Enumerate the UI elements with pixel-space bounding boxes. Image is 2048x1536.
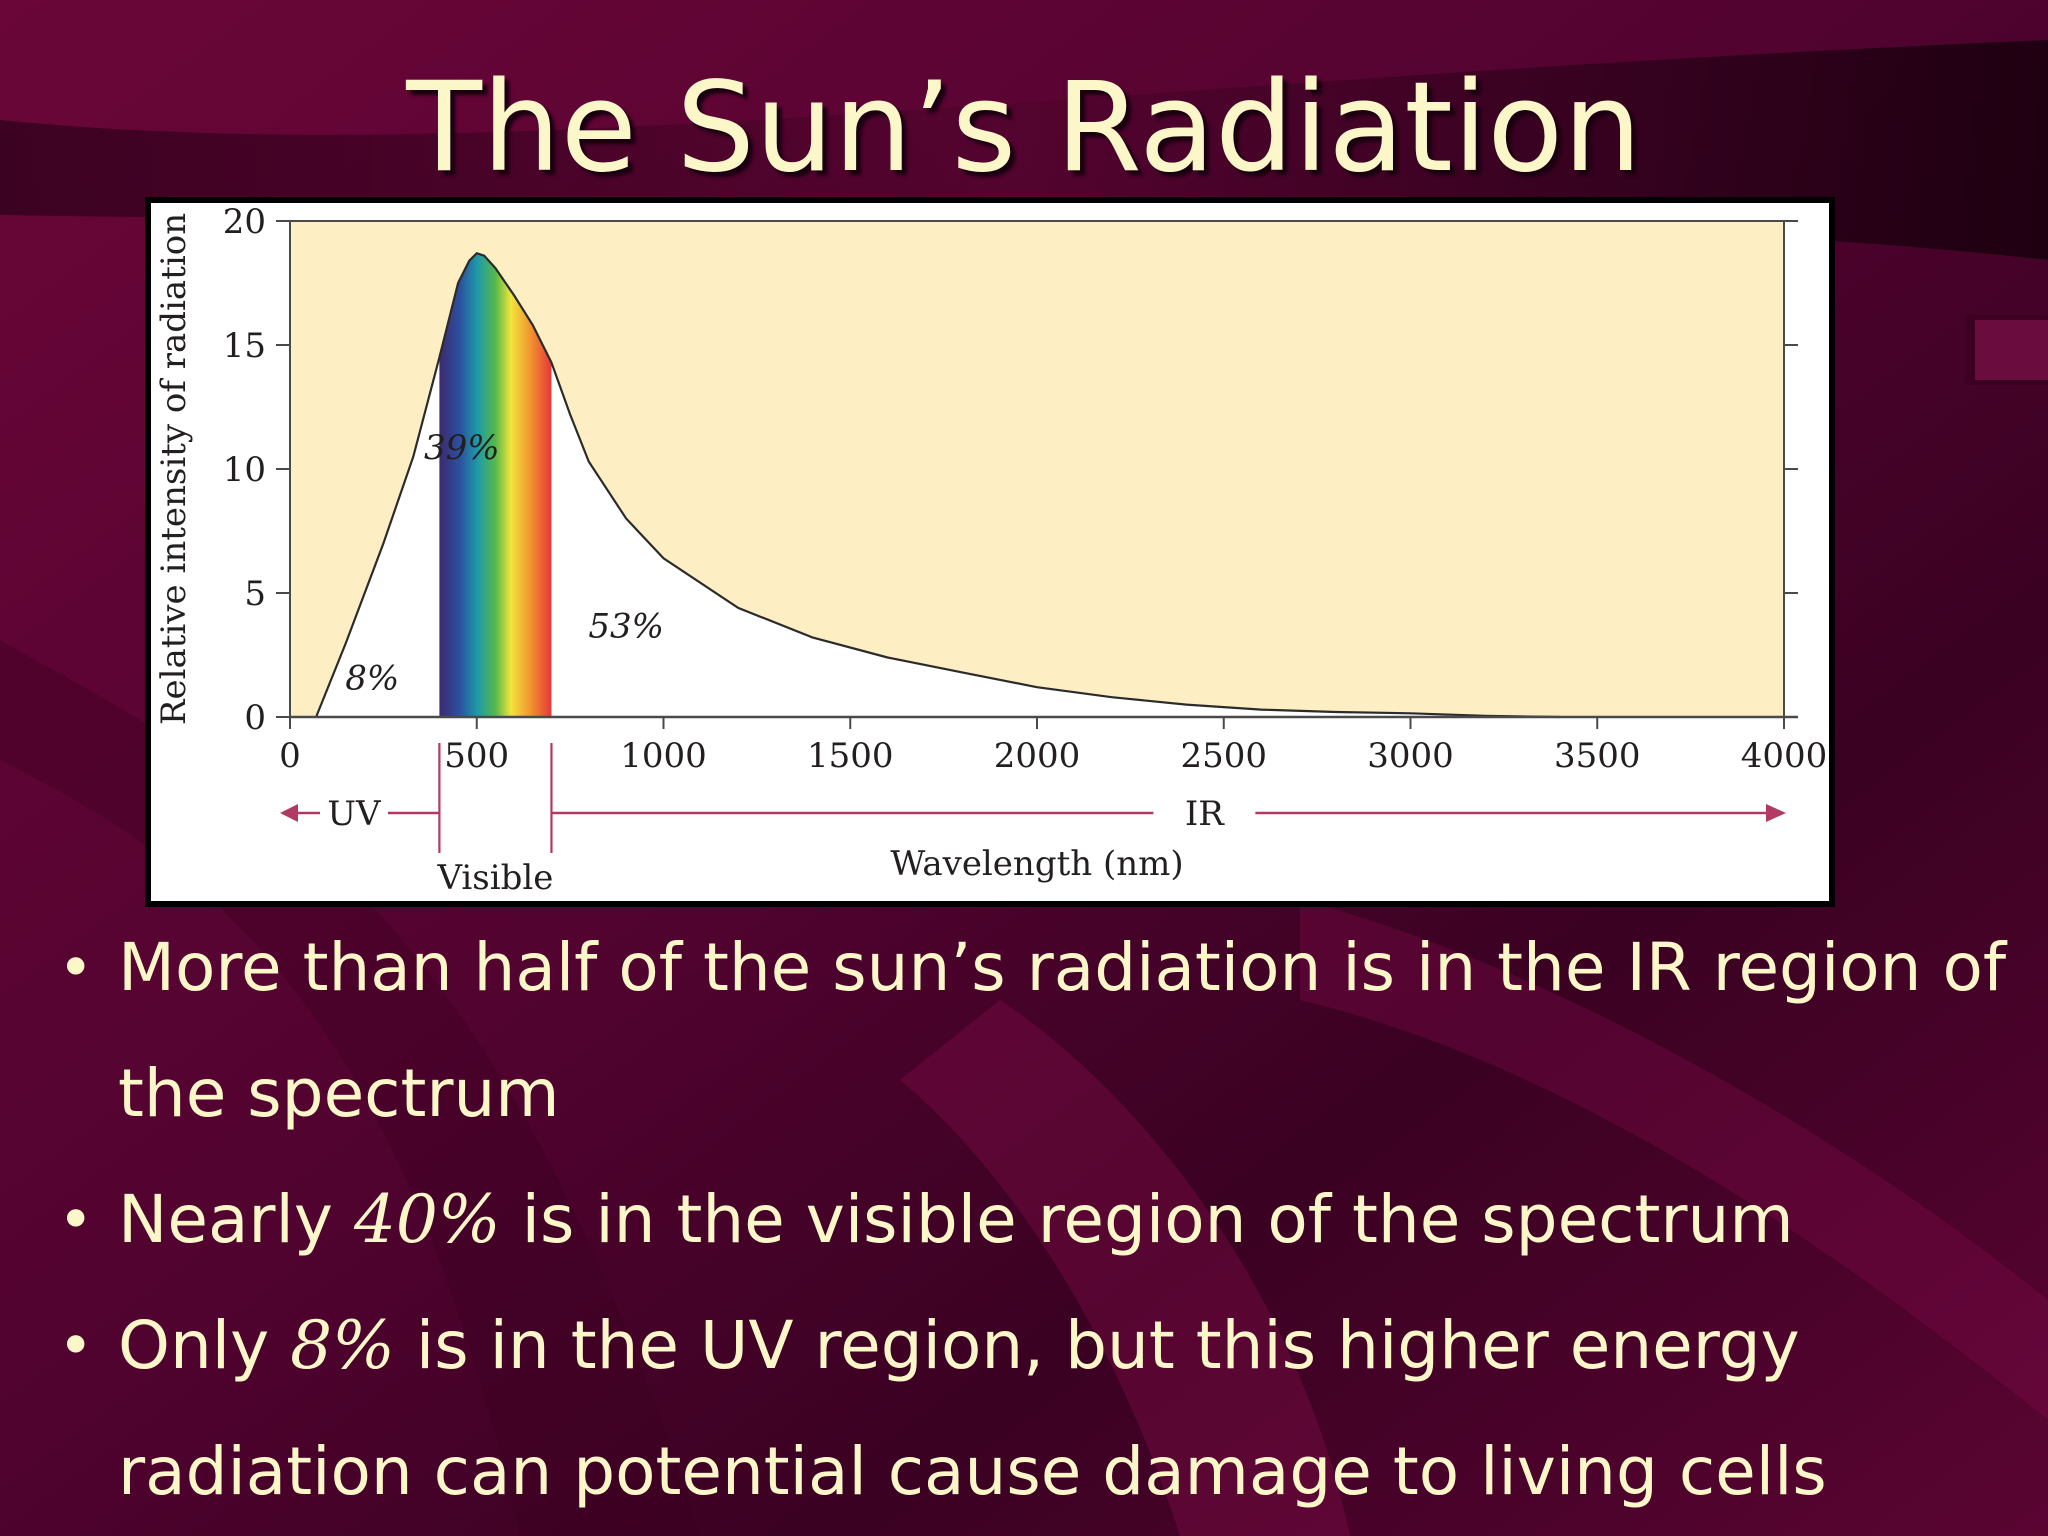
y-tick-label: 5: [244, 574, 266, 614]
bullet-text-after: is in the visible region of the spectrum: [521, 1181, 1794, 1258]
x-tick-label: 4000: [1741, 736, 1828, 776]
visible-band: [439, 253, 552, 717]
curve-area: [316, 253, 1560, 717]
bullet-dot-icon: •: [58, 1311, 94, 1381]
ir-arrowhead-icon: [1766, 804, 1786, 822]
uv-label: UV: [327, 794, 382, 834]
spectrum-chart: 0 5 10 15 20 0 500 1000 1500 2000 2500 3000 3500 4000…: [145, 197, 1835, 907]
ir-percent-label: 53%: [588, 607, 664, 647]
bullet-text: More than half of the sun’s radiation is…: [118, 929, 2007, 1132]
x-tick-label: 3000: [1367, 736, 1454, 776]
bullet-value: 8%: [290, 1307, 395, 1384]
uv-arrowhead-icon: [280, 804, 298, 822]
x-tick-label: 0: [279, 736, 301, 776]
y-tick-label: 20: [223, 203, 266, 242]
bullet-dot-icon: •: [58, 1185, 94, 1255]
y-axis-label: Relative intensity of radiation: [154, 213, 194, 725]
bullet-item: • Only 8% is in the UV region, but this …: [58, 1283, 2018, 1535]
x-tick-label: 500: [444, 736, 509, 776]
bullet-list: • More than half of the sun’s radiation …: [58, 905, 2018, 1535]
bullet-dot-icon: •: [58, 933, 94, 1003]
x-tick-label: 1500: [807, 736, 894, 776]
y-tick-label: 0: [244, 698, 266, 738]
bullet-text-before: Nearly: [118, 1181, 333, 1258]
intensity-curve: [315, 251, 1560, 719]
slide-title: The Sun’s Radiation: [406, 56, 1642, 200]
visible-percent-label: 39%: [424, 428, 500, 468]
bullet-item: • Nearly 40% is in the visible region of…: [58, 1157, 2018, 1283]
y-tick-label: 10: [223, 450, 266, 490]
uv-percent-label: 8%: [345, 659, 399, 699]
x-tick-label: 3500: [1554, 736, 1641, 776]
x-tick-label: 1000: [620, 736, 707, 776]
visible-label: Visible: [436, 858, 553, 898]
ir-label: IR: [1185, 794, 1225, 834]
x-axis-label: Wavelength (nm): [890, 844, 1183, 884]
bullet-item: • More than half of the sun’s radiation …: [58, 905, 2018, 1157]
bullet-text-after: is in the UV region, but this higher ene…: [118, 1307, 1827, 1510]
x-tick-label: 2000: [994, 736, 1081, 776]
x-tick-label: 2500: [1180, 736, 1267, 776]
bullet-text-before: Only: [118, 1307, 270, 1384]
bullet-value: 40%: [353, 1181, 501, 1258]
spectrum-chart-svg: 0 5 10 15 20 0 500 1000 1500 2000 2500 3000 3500 4000…: [151, 203, 1829, 901]
y-tick-label: 15: [223, 326, 266, 366]
